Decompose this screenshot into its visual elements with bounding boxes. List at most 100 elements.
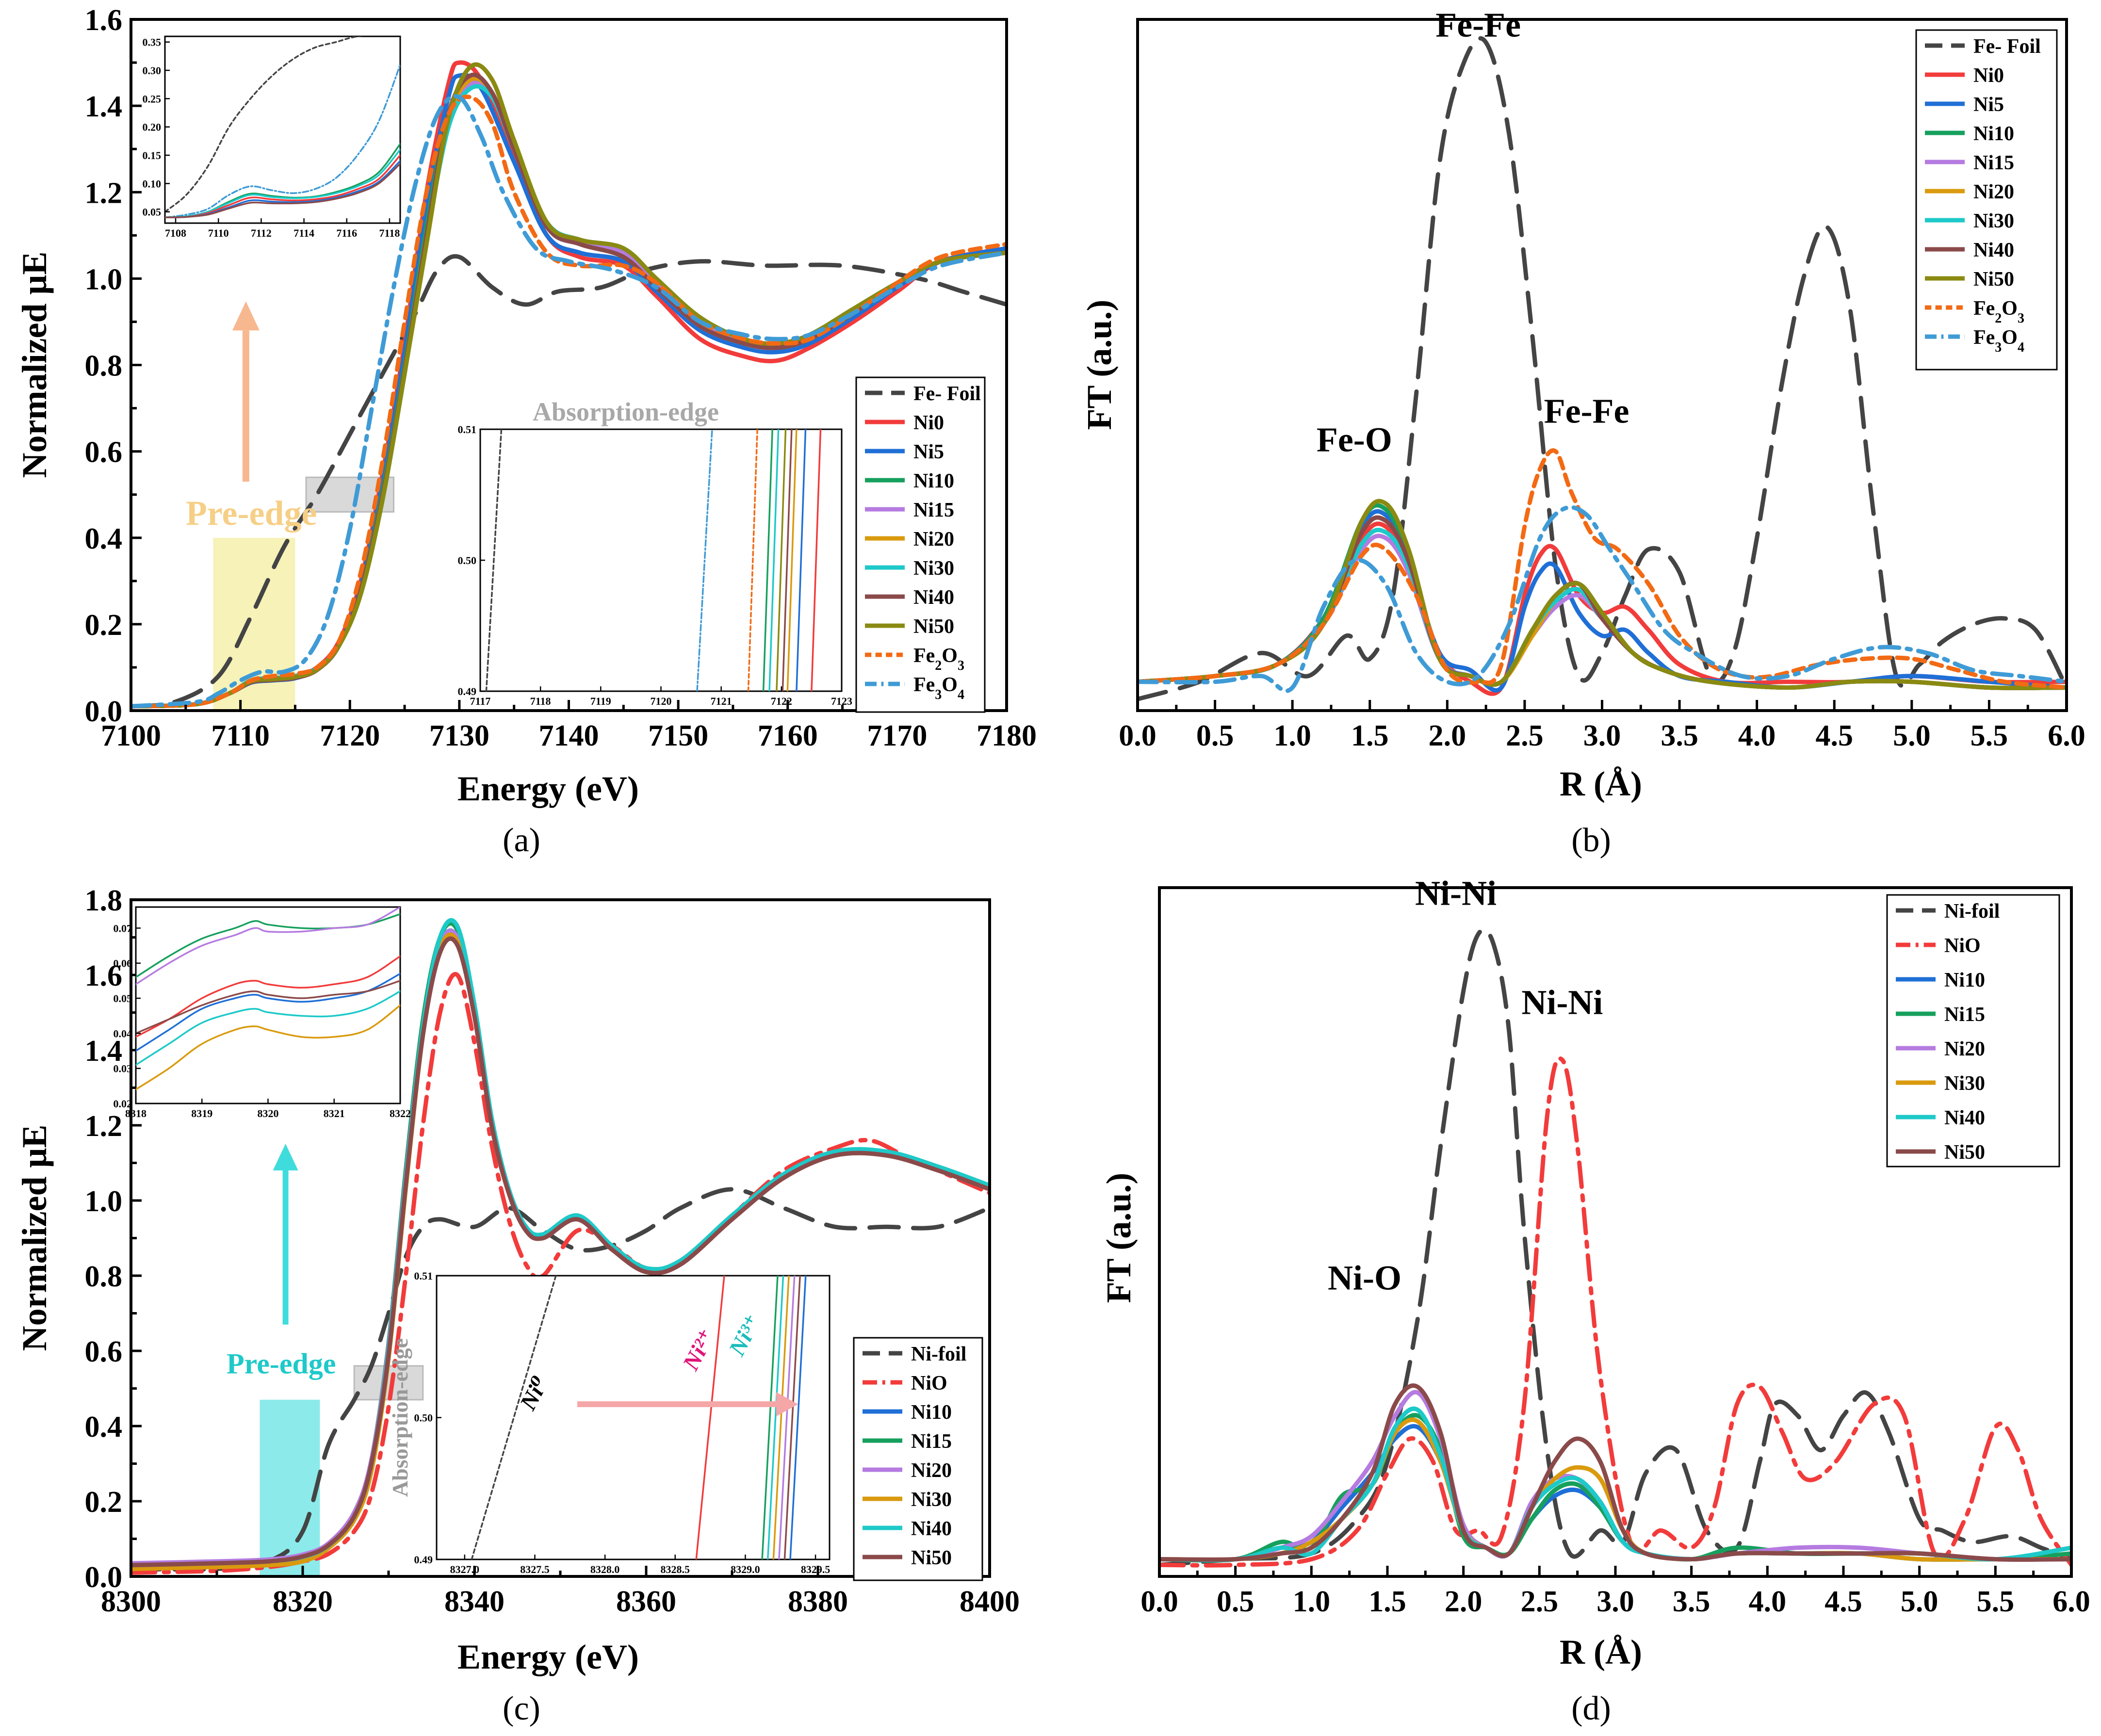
- inset-bottom-a-line-ni20: [786, 429, 798, 691]
- inset-x-tick-label: 7122: [771, 695, 792, 707]
- legend-label: Fe2O3: [913, 645, 964, 673]
- y-tick-label: 0.6: [85, 1335, 123, 1368]
- x-tick-label: 8300: [101, 1585, 161, 1618]
- y-tick-label: 0.4: [85, 1411, 123, 1444]
- inset-y-tick-label: 0.04: [114, 1027, 132, 1039]
- pre-edge-label: Pre-edge: [227, 1348, 336, 1380]
- d-line-ni10: [1159, 1424, 2071, 1562]
- inset-bottom-c-line-ni30d: [772, 1276, 790, 1559]
- inset-bottom-a: 7117 7118 7119 7120 7121 7122 7123 0.49 0.50 0.51: [458, 423, 853, 707]
- y-tick-label: 0.8: [85, 350, 123, 383]
- inset-x-tick-label: 8321: [324, 1107, 345, 1119]
- inset-x-tick-label: 8328.5: [661, 1563, 690, 1575]
- legend-label: Fe3O4: [1973, 326, 2024, 355]
- inset-bottom-a-line-fe2o3: [747, 429, 758, 691]
- a-line-fe3o4: [131, 94, 1007, 709]
- d-line-ni30: [1159, 1417, 2071, 1562]
- inset-top-c-line-ni10d: [136, 973, 400, 1052]
- legend-label: Ni30: [1973, 210, 2014, 232]
- legend-label: Ni10: [913, 470, 954, 492]
- inset-bottom-c-line-ni40d: [766, 1276, 784, 1559]
- b-line-ni0: [1138, 521, 2067, 696]
- peak-label: Fe-O: [1317, 421, 1392, 459]
- legend-label: Ni40: [1944, 1107, 1985, 1129]
- x-tick-label: 2.5: [1506, 719, 1544, 752]
- inset-y-tick-label: 0.02: [114, 1098, 132, 1110]
- y-tick-label: 0.2: [85, 609, 123, 642]
- x-tick-label: 0.0: [1140, 1585, 1178, 1618]
- x-tick-label: 3.0: [1596, 1585, 1634, 1618]
- x-tick-label: 7160: [758, 719, 818, 752]
- panel-c-chart: Pre-edge 8300 8320 8340 8360 8380 8400 0.0 0.2 0.…: [15, 884, 1020, 1727]
- inset-bottom-a-line-ni10: [762, 429, 773, 691]
- x-tick-label: 5.0: [1901, 1585, 1938, 1618]
- inset-bottom-c-line-ni50d: [783, 1276, 801, 1559]
- x-tick-label: 7100: [101, 719, 161, 752]
- legend-label: Ni-foil: [1944, 900, 2000, 923]
- x-tick-label: 7180: [977, 719, 1037, 752]
- inset-y-tick-label: 0.50: [458, 554, 477, 567]
- legend: Fe- Foil Ni0 Ni5 Ni10 Ni15 Ni20 Ni30 Ni40 Ni50 Fe…: [1915, 29, 2058, 371]
- inset-x-tick-label: 8329.5: [801, 1563, 831, 1575]
- b-line-fe3o4: [1138, 505, 2067, 693]
- inset-x-tick-label: 8327.0: [450, 1563, 480, 1575]
- inset-top-c-line-ni40d: [136, 990, 400, 1066]
- inset-y-tick-label: 0.49: [414, 1554, 433, 1566]
- pre-edge-highlight: [260, 1399, 320, 1576]
- panel-label: (b): [1571, 822, 1611, 859]
- inset-y-tick-label: 0.30: [143, 65, 162, 77]
- pre-edge-highlight: [213, 537, 295, 711]
- x-tick-label: 7110: [211, 719, 270, 752]
- x-tick-label: 1.0: [1293, 1585, 1331, 1618]
- oxidation-arrow-head: [776, 1392, 798, 1416]
- x-tick-label: 2.5: [1521, 1585, 1559, 1618]
- legend-label: Ni15: [1973, 152, 2014, 174]
- y-tick-label: 0.4: [85, 522, 123, 555]
- y-tick-label: 0.0: [85, 1561, 123, 1594]
- y-tick-label: 1.8: [85, 884, 123, 917]
- inset-bottom-a-line-ni0: [811, 429, 822, 691]
- x-tick-label: 4.5: [1816, 719, 1854, 752]
- inset-x-tick-label: 8329.0: [731, 1563, 760, 1575]
- inset-x-tick-label: 8328.0: [590, 1563, 620, 1575]
- inset-top-c: 8318 8319 8320 8321 8322 0.02 0.03 0.04 0.05 0.06…: [114, 906, 411, 1119]
- inset-x-tick-label: 8322: [390, 1107, 411, 1119]
- legend-label: Ni10: [1944, 969, 1985, 991]
- a-line-fe2o3: [131, 95, 1007, 709]
- inset-y-tick-label: 0.10: [143, 178, 162, 190]
- x-tick-label: 7140: [539, 719, 599, 752]
- panel-label: (c): [503, 1690, 540, 1727]
- c-line-ni-foil: [131, 1187, 990, 1572]
- x-tick-label: 7130: [429, 719, 489, 752]
- legend-box: [1915, 29, 2058, 371]
- x-tick-label: 1.5: [1351, 719, 1389, 752]
- x-tick-label: 5.5: [1971, 719, 2008, 752]
- peak-label: Ni-Ni: [1521, 983, 1603, 1022]
- pre-edge-arrow-head: [232, 301, 260, 331]
- legend-label: Fe2O3: [1973, 297, 2024, 326]
- inset-bottom-c-line-ni20d: [778, 1276, 796, 1559]
- pre-edge-arrow-head: [273, 1144, 298, 1170]
- legend: Fe- Foil Ni0 Ni5 Ni10 Ni15 Ni20 Ni30 Ni40 Ni50 Fe…: [855, 376, 986, 713]
- legend-label: NiO: [1944, 935, 1981, 957]
- inset-x-tick-label: 7108: [165, 227, 186, 239]
- c-line-ni50: [131, 936, 990, 1568]
- legend-box: [1886, 894, 2060, 1168]
- y-tick-label: 1.0: [85, 1185, 123, 1218]
- legend-label: Ni30: [1944, 1072, 1985, 1095]
- inset-top-c-frame: [135, 906, 401, 1104]
- peak-label: Ni-Ni: [1415, 874, 1497, 913]
- x-tick-label: 8380: [788, 1585, 848, 1618]
- x-tick-label: 7120: [320, 719, 380, 752]
- y-tick-label: 1.6: [85, 4, 123, 37]
- x-tick-label: 2.0: [1429, 719, 1466, 752]
- inset-x-tick-label: 7112: [251, 227, 272, 239]
- legend-label: Ni5: [913, 441, 944, 463]
- legend-label: Ni15: [1944, 1004, 1985, 1026]
- legend-label: Ni50: [911, 1547, 952, 1569]
- legend-label: Ni0: [913, 412, 944, 434]
- legend-label: Ni30: [911, 1489, 952, 1511]
- legend-label: Fe- Foil: [913, 383, 981, 405]
- legend-label: Ni50: [1973, 268, 2014, 291]
